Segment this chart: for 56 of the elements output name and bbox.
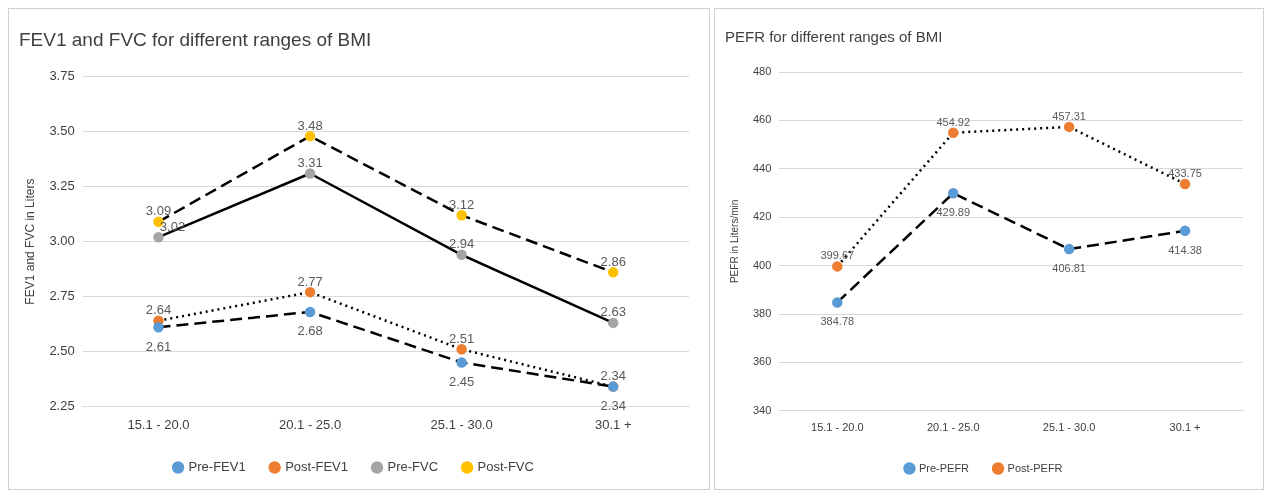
y-tick-label: 3.75 <box>49 68 75 84</box>
y-tick-label: 400 <box>752 258 772 271</box>
legend-label: Post-FVC <box>477 459 534 475</box>
data-label: 2.94 <box>448 236 475 252</box>
y-tick-label: 380 <box>752 307 772 320</box>
y-tick-label: 2.25 <box>49 397 75 413</box>
data-label: 406.81 <box>1052 262 1086 275</box>
legend-label: Post-FEV1 <box>285 459 349 475</box>
y-tick-label: 420 <box>752 210 772 223</box>
y-axis-title: FEV1 and FVC in Liters <box>22 178 37 305</box>
data-label: 2.45 <box>448 374 475 390</box>
data-label: 2.86 <box>600 253 626 269</box>
legend-label: Pre-FVC <box>387 459 439 475</box>
data-label: 429.89 <box>936 206 971 219</box>
x-tick-label: 25.1 - 30.0 <box>430 416 493 432</box>
x-tick-label: 25.1 - 30.0 <box>1042 421 1096 434</box>
data-label: 3.48 <box>297 117 323 133</box>
x-tick-label: 20.1 - 25.0 <box>926 421 980 434</box>
y-tick-label: 3.25 <box>49 178 75 194</box>
data-label: 2.64 <box>145 302 172 318</box>
data-label: 2.34 <box>600 398 626 414</box>
y-tick-label: 2.75 <box>49 288 75 304</box>
y-tick-label: 480 <box>752 65 772 78</box>
data-label: 454.92 <box>936 115 971 128</box>
data-label: 2.68 <box>297 323 323 339</box>
data-label: 2.61 <box>145 338 172 354</box>
y-tick-label: 340 <box>752 403 772 416</box>
legend-label: Pre-FEV1 <box>188 459 246 475</box>
legend-label: Pre-PEFR <box>918 461 970 474</box>
y-tick-label: 460 <box>752 113 772 126</box>
y-tick-label: 2.50 <box>49 343 75 359</box>
data-label: 2.34 <box>600 368 626 384</box>
x-tick-label: 30.1 + <box>1169 421 1201 434</box>
data-label: 2.51 <box>448 330 475 346</box>
y-axis-title: PEFR in Liters/min <box>728 199 740 284</box>
data-label: 2.77 <box>297 273 323 289</box>
data-label: 457.31 <box>1052 109 1086 122</box>
data-label: 3.09 <box>145 203 172 219</box>
data-label: 3.31 <box>297 155 323 171</box>
y-tick-label: 440 <box>752 161 772 174</box>
data-label: 2.63 <box>600 304 626 320</box>
y-tick-label: 3.00 <box>49 233 75 249</box>
x-tick-label: 20.1 - 25.0 <box>278 416 342 432</box>
legend-label: Post-PEFR <box>1007 461 1063 474</box>
data-label: 414.38 <box>1168 243 1202 256</box>
data-label: 384.78 <box>820 315 855 328</box>
x-tick-label: 15.1 - 20.0 <box>127 416 190 432</box>
data-label: 433.75 <box>1168 166 1202 179</box>
chart-title: FEV1 and FVC for different ranges of BMI <box>19 28 372 50</box>
x-tick-label: 15.1 - 20.0 <box>811 421 864 434</box>
data-label: 3.12 <box>448 196 475 212</box>
chart-title: PEFR for different ranges of BMI <box>725 28 943 46</box>
y-tick-label: 360 <box>752 355 772 368</box>
y-tick-label: 3.50 <box>49 123 75 139</box>
x-tick-label: 30.1 + <box>594 416 632 432</box>
data-label: 399.67 <box>820 249 855 262</box>
